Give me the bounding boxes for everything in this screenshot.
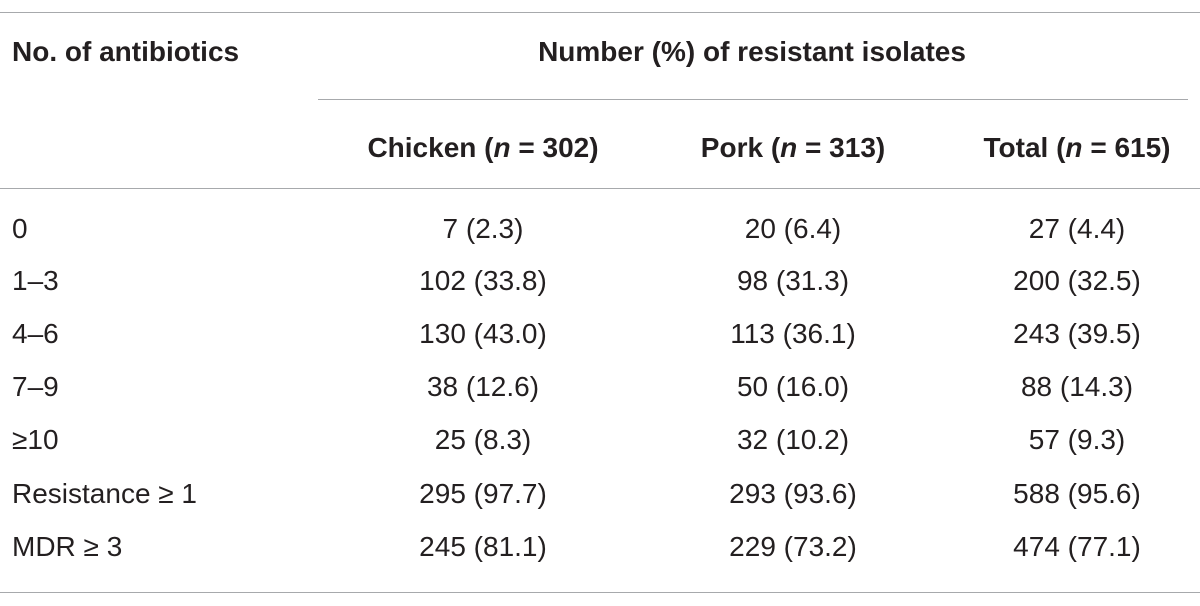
cell-value: 293 (93.6) [729,478,857,509]
row-label: ≥10 [12,424,59,455]
row-label: 1–3 [12,265,59,296]
column-header-text: Total ( [983,132,1066,163]
cell-value: 130 (43.0) [419,318,547,349]
column-header-text: Chicken ( [367,132,494,163]
cell-value: 7 (2.3) [442,213,524,244]
column-header-text: = 615) [1082,132,1171,163]
row-label: 0 [12,213,28,244]
cell-value: 474 (77.1) [1013,531,1141,562]
cell-value: 113 (36.1) [730,318,856,349]
cell-value: 38 (12.6) [426,371,540,402]
sample-size-symbol: n [1065,132,1083,163]
column-header-text: Pork ( [700,132,781,163]
cell-value: 200 (32.5) [1013,265,1141,296]
cell-value: 57 (9.3) [1028,424,1126,455]
top-rule [0,12,1200,13]
column-header-text: = 302) [510,132,599,163]
cell-value: 102 (33.8) [419,265,547,296]
row-label: 4–6 [12,318,59,349]
column-header: Chicken (n = 302) [367,131,598,165]
cell-value: 245 (81.1) [419,531,547,562]
cell-value: 50 (16.0) [736,371,850,402]
cell-value: 20 (6.4) [744,213,842,244]
cell-value: 25 (8.3) [434,424,532,455]
row-label-header: No. of antibiotics [12,36,240,67]
sample-size-symbol: n [780,132,798,163]
cell-value: 229 (73.2) [729,531,857,562]
column-header: Total (n = 615) [984,131,1171,165]
group-header: Number (%) of resistant isolates [538,36,966,67]
header-rule [0,188,1200,189]
cell-value: 32 (10.2) [736,424,850,455]
sample-size-symbol: n [493,132,511,163]
cell-value: 588 (95.6) [1013,478,1141,509]
cell-value: 243 (39.5) [1013,318,1141,349]
bottom-rule [0,592,1200,593]
row-label: MDR ≥ 3 [12,531,123,562]
cell-value: 295 (97.7) [419,478,547,509]
group-rule [318,99,1188,100]
cell-value: 98 (31.3) [736,265,850,296]
cell-value: 27 (4.4) [1028,213,1126,244]
row-label: Resistance ≥ 1 [12,478,198,509]
row-label: 7–9 [12,371,59,402]
column-header: Pork (n = 313) [701,131,885,165]
cell-value: 88 (14.3) [1020,371,1134,402]
column-header-text: = 313) [797,132,886,163]
